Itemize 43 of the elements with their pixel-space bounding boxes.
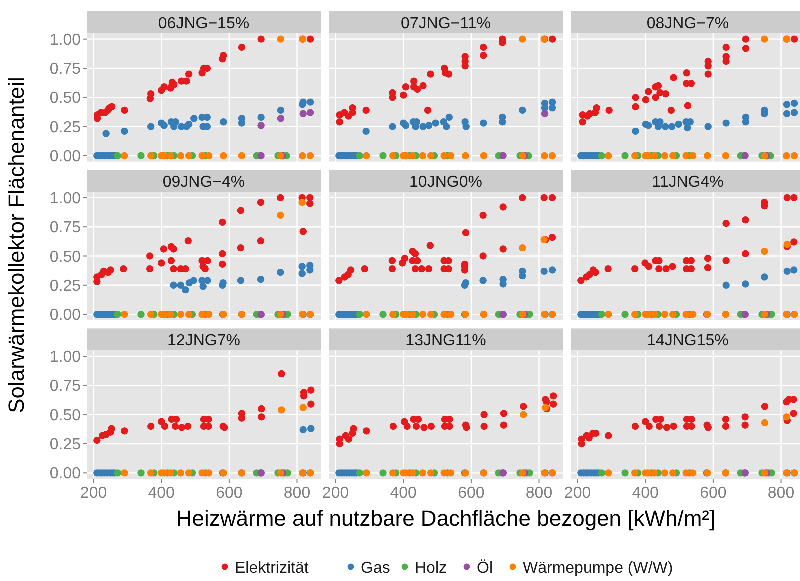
x-axis-title: Heizwärme auf nutzbare Dachfläche bezogen [kWh/m²]	[176, 506, 716, 531]
x-tick-label: 400	[148, 485, 176, 502]
x-tick-label: 200	[322, 485, 350, 502]
legend-label: Gas	[361, 560, 390, 577]
y-tick-label: 1.00	[50, 32, 82, 49]
y-tick-label: 0.25	[50, 119, 82, 136]
x-tick-label: 200	[80, 485, 108, 502]
y-tick-label: 0.75	[50, 378, 82, 396]
x-tick-label: 400	[390, 485, 418, 502]
chart-title: 09JNG−4%	[162, 174, 246, 192]
x-tick-label: 600	[458, 485, 485, 502]
chart-title: 11JNG4%	[652, 174, 724, 192]
x-tick-label: 800	[284, 485, 311, 502]
x-tick-label: 400	[632, 485, 660, 502]
legend-label: Öl	[477, 559, 493, 577]
chart-title: 14JNG15%	[647, 332, 729, 350]
x-tick-label: 600	[700, 485, 727, 502]
y-tick-label: 0.75	[50, 60, 82, 78]
y-tick-label: 0.00	[50, 148, 82, 166]
y-tick-label: 1.00	[50, 190, 82, 208]
x-tick-label: 800	[526, 485, 553, 502]
chart-title: 08JNG−7%	[646, 16, 730, 32]
y-tick-label: 0.00	[50, 466, 82, 483]
y-tick-label: 0.25	[50, 436, 82, 454]
x-tick-label: 200	[564, 485, 592, 502]
legend-label: Elektrizität	[235, 560, 310, 577]
chart-title: 06JNG−15%	[158, 16, 250, 32]
x-tick-label: 600	[216, 485, 243, 502]
y-tick-label: 0.50	[50, 90, 82, 108]
chart-title: 10JNG0%	[410, 174, 482, 192]
y-tick-label: 0.25	[50, 278, 82, 295]
chart-title: 13JNG11%	[406, 332, 486, 350]
y-tick-label: 0.75	[50, 220, 82, 237]
chart-title: 07JNG−11%	[401, 16, 491, 32]
x-tick-label: 800	[768, 485, 795, 502]
legend-label: Wärmepumpe (W/W)	[523, 560, 674, 577]
y-tick-label: 1.00	[50, 349, 82, 366]
y-axis-title: Solarwärmekollektor Flächenanteil	[4, 77, 29, 414]
legend-label: Holz	[415, 560, 448, 577]
y-tick-label: 0.00	[50, 307, 82, 324]
y-tick-label: 0.50	[50, 407, 82, 424]
y-tick-label: 0.50	[50, 248, 82, 266]
chart-title: 12JNG7%	[168, 332, 240, 350]
